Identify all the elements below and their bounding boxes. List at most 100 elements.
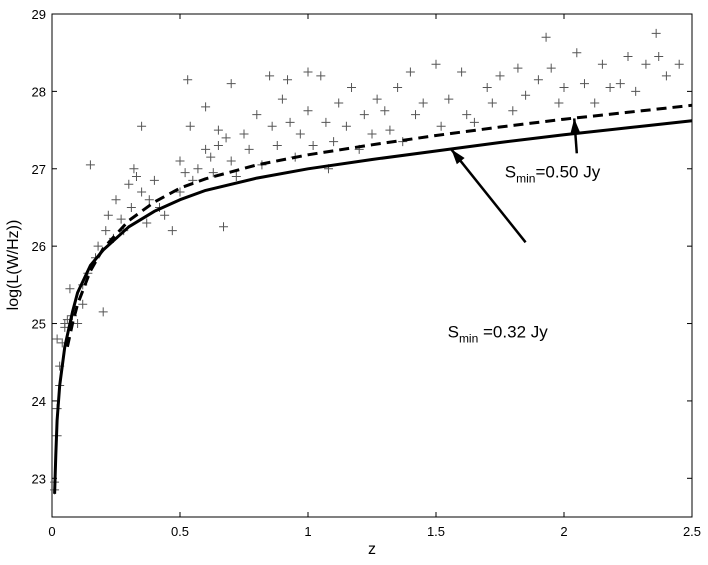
data-point [615, 79, 625, 89]
x-tick-label: 0 [48, 524, 55, 539]
data-point [651, 28, 661, 38]
data-point [482, 83, 492, 93]
data-point [321, 117, 331, 127]
data-point [347, 83, 357, 93]
data-point [359, 110, 369, 120]
data-point [303, 67, 313, 77]
data-point [444, 94, 454, 104]
data-point [546, 63, 556, 73]
dashed-line-series [65, 103, 693, 348]
data-point [78, 299, 88, 309]
plot-area-frame [51, 13, 693, 518]
data-point [213, 125, 223, 135]
data-point [201, 144, 211, 154]
y-tick-label: 28 [32, 84, 46, 99]
data-point [201, 102, 211, 112]
data-point [341, 121, 351, 131]
data-point [308, 141, 318, 151]
y-axis-label: log(L(W/Hz)) [5, 220, 22, 311]
data-point [116, 214, 126, 224]
data-point [265, 71, 275, 81]
data-point [193, 164, 203, 174]
data-point [167, 226, 177, 236]
data-point [283, 75, 293, 85]
x-tick-label: 2 [560, 524, 567, 539]
data-point [98, 307, 108, 317]
data-point [65, 284, 75, 294]
data-point [372, 94, 382, 104]
data-point [508, 106, 518, 116]
data-point [654, 52, 664, 62]
data-point [661, 71, 671, 81]
data-point [131, 172, 141, 182]
data-point [252, 110, 262, 120]
data-point [267, 121, 277, 131]
data-point [111, 195, 121, 205]
data-point [590, 98, 600, 108]
data-point [239, 129, 249, 139]
curve-series [53, 103, 693, 494]
x-axis-label: z [368, 541, 376, 558]
y-tick-label: 29 [32, 7, 46, 22]
x-tick-label: 2.5 [683, 524, 701, 539]
data-point [436, 121, 446, 131]
data-point [641, 59, 651, 69]
data-point [144, 195, 154, 205]
data-point [393, 83, 403, 93]
data-point [495, 71, 505, 81]
data-point [513, 63, 523, 73]
data-point [244, 144, 254, 154]
data-point [180, 168, 190, 178]
data-point [175, 187, 185, 197]
data-point [219, 222, 229, 232]
annotation-label: Smin =0.32 Jy [448, 322, 549, 345]
data-point [142, 218, 152, 228]
scatter-series [50, 28, 684, 495]
solid-line-series [53, 119, 693, 494]
annotation-arrow-line [450, 148, 527, 244]
axis-ticks: 0 0.5 1 1.5 2 2.5 23 24 25 26 27 28 29 [32, 7, 702, 539]
data-point [431, 59, 441, 69]
annotation-label: Smin=0.50 Jy [505, 162, 601, 185]
data-point [213, 141, 223, 151]
data-point [541, 32, 551, 42]
data-point [533, 75, 543, 85]
y-tick-label: 23 [32, 471, 46, 486]
y-tick-label: 25 [32, 317, 46, 332]
y-tick-label: 27 [32, 162, 46, 177]
data-point [631, 86, 641, 96]
data-point [272, 141, 282, 151]
data-point [303, 106, 313, 116]
data-point [231, 172, 241, 182]
data-point [487, 98, 497, 108]
data-point [623, 52, 633, 62]
data-point [295, 129, 305, 139]
data-point [597, 59, 607, 69]
data-point [521, 90, 531, 100]
data-point [175, 156, 185, 166]
x-tick-label: 1.5 [427, 524, 445, 539]
data-point [126, 202, 136, 212]
data-point [124, 179, 134, 189]
data-point [221, 133, 231, 143]
y-tick-label: 26 [32, 239, 46, 254]
data-point [385, 125, 395, 135]
data-point [559, 83, 569, 93]
data-point [334, 98, 344, 108]
annotation-arrow-head [451, 149, 465, 165]
data-point [137, 187, 147, 197]
data-point [206, 152, 216, 162]
data-point [277, 94, 287, 104]
data-point [405, 67, 415, 77]
data-point [329, 137, 339, 147]
data-point [101, 226, 111, 236]
data-point [462, 110, 472, 120]
data-point [103, 210, 113, 220]
data-point [457, 67, 467, 77]
x-tick-label: 0.5 [171, 524, 189, 539]
y-tick-label: 24 [32, 394, 46, 409]
data-point [411, 110, 421, 120]
data-point [149, 175, 159, 185]
annotation-arrow-head [570, 118, 581, 134]
